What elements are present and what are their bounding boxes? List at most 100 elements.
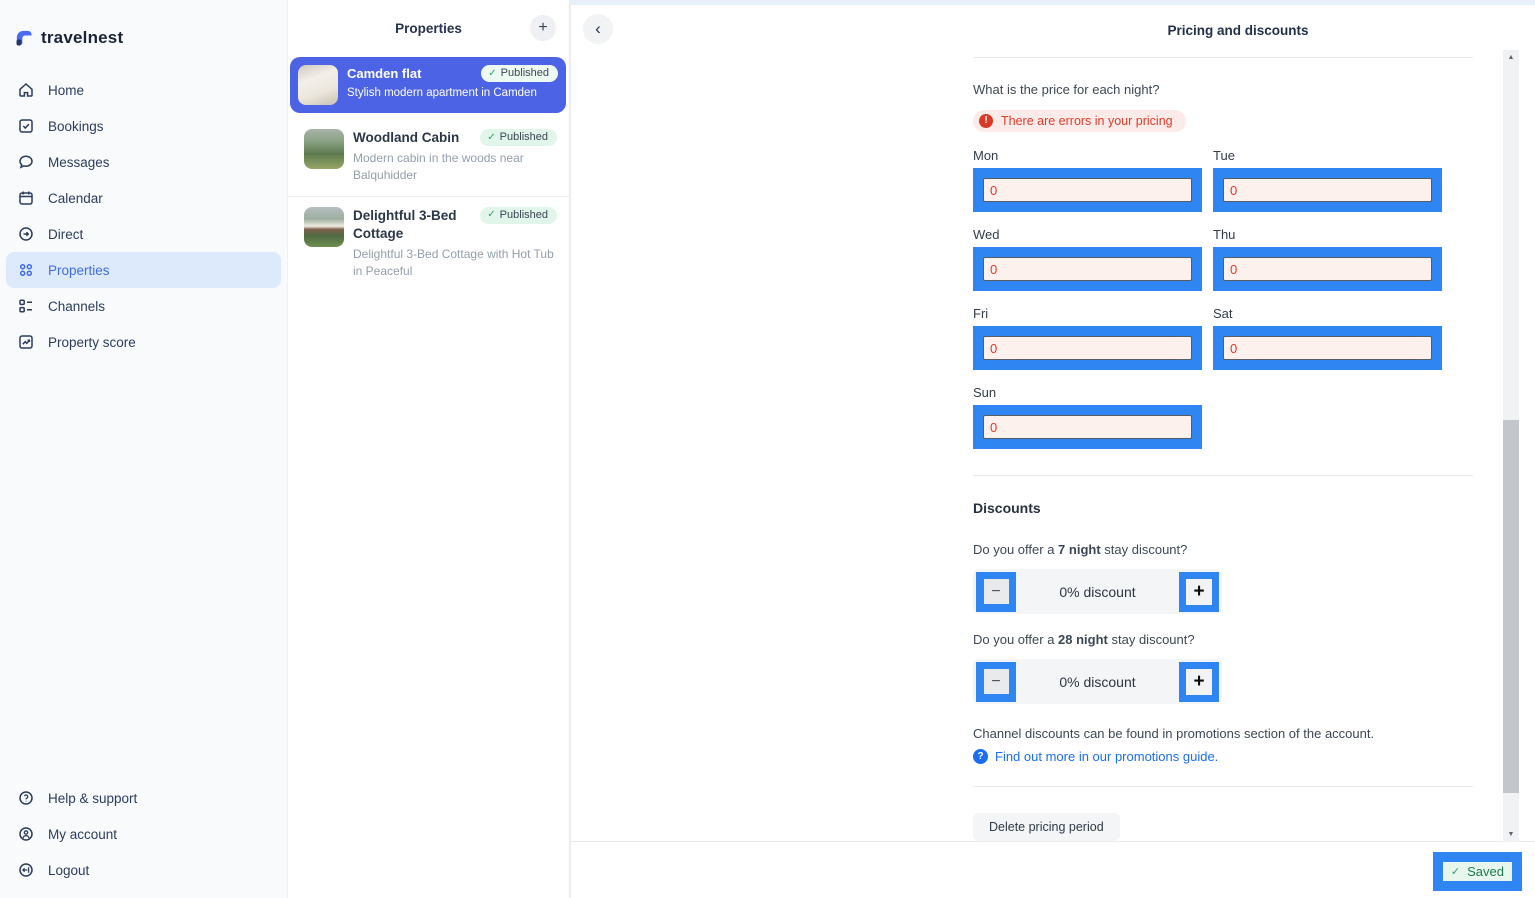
- check-icon: ✓: [1450, 866, 1461, 878]
- error-icon: !: [979, 114, 993, 128]
- promotions-guide-link[interactable]: Find out more in our promotions guide.: [995, 749, 1219, 764]
- properties-icon: [19, 263, 33, 277]
- price-input-mon[interactable]: [983, 178, 1192, 202]
- property-description: Stylish modern apartment in Camden: [347, 86, 537, 99]
- highlight-box: [973, 405, 1202, 449]
- seven-night-discount-value: 0% discount: [1059, 583, 1136, 600]
- property-description: Delightful 3-Bed Cottage with Hot Tub in…: [353, 247, 554, 279]
- saved-label: Saved: [1467, 864, 1504, 879]
- sidebar-item-channels[interactable]: Channels: [6, 288, 281, 324]
- properties-panel-header: Properties +: [288, 0, 569, 56]
- help-icon: [19, 791, 33, 805]
- day-field-thu: Thu: [1213, 227, 1442, 291]
- sidebar-item-label: Properties: [48, 262, 110, 278]
- highlight-box: [1213, 326, 1442, 370]
- channel-discounts-note: Channel discounts can be found in promot…: [973, 726, 1375, 741]
- price-input-thu[interactable]: [1223, 257, 1432, 281]
- brand-name: travelnest: [41, 28, 124, 47]
- vertical-scrollbar[interactable]: ▲ ▼: [1503, 50, 1519, 842]
- highlight-box: +: [1179, 661, 1219, 702]
- sidebar-item-my-account[interactable]: My account: [6, 816, 281, 852]
- price-input-wed[interactable]: [983, 257, 1192, 281]
- highlight-box: ✓ Saved: [1432, 852, 1522, 891]
- pricing-error-banner: ! There are errors in your pricing: [973, 110, 1186, 132]
- property-card-woodland-cabin[interactable]: Woodland Cabin ✓ Published Modern cabin i…: [288, 119, 569, 197]
- published-badge: ✓ Published: [480, 129, 557, 146]
- sidebar-item-properties[interactable]: Properties: [6, 252, 281, 288]
- bookings-icon: [19, 119, 33, 133]
- highlight-box: −: [976, 661, 1016, 702]
- footer-divider: [571, 841, 1535, 842]
- price-input-fri[interactable]: [983, 336, 1192, 360]
- messages-icon: [19, 155, 33, 169]
- header-divider: [973, 57, 1473, 58]
- saved-status-badge[interactable]: ✓ Saved: [1442, 862, 1512, 881]
- section-divider: [973, 475, 1473, 476]
- promotions-guide-row: ? Find out more in our promotions guide.: [973, 749, 1473, 764]
- day-field-sun: Sun: [973, 385, 1202, 449]
- top-strip: [571, 0, 1535, 5]
- day-field-wed: Wed: [973, 227, 1202, 291]
- day-label: Wed: [973, 227, 1000, 242]
- sidebar-item-label: Help & support: [48, 790, 138, 806]
- sidebar-item-label: Logout: [48, 862, 90, 878]
- day-label: Sun: [973, 385, 997, 400]
- sidebar-item-home[interactable]: Home: [6, 72, 281, 108]
- scroll-up-arrow-icon[interactable]: ▲: [1507, 54, 1515, 61]
- sidebar-item-direct[interactable]: Direct: [6, 216, 281, 252]
- channels-icon: [19, 299, 32, 313]
- scroll-down-arrow-icon[interactable]: ▼: [1507, 831, 1515, 838]
- sidebar-footer: Help & support My account Logout: [0, 780, 287, 888]
- published-badge: ✓ Published: [481, 65, 558, 82]
- sidebar-item-label: Direct: [48, 226, 84, 242]
- property-name: Woodland Cabin: [353, 130, 460, 145]
- home-icon: [19, 82, 33, 97]
- back-button[interactable]: ‹: [583, 14, 613, 44]
- sidebar-item-messages[interactable]: Messages: [6, 144, 281, 180]
- decrease-twentyeight-night-discount-button[interactable]: −: [983, 669, 1009, 694]
- day-label: Mon: [973, 148, 999, 163]
- help-circle-icon: ?: [973, 749, 988, 764]
- highlight-box: [973, 247, 1202, 291]
- price-question: What is the price for each night?: [973, 82, 1160, 97]
- highlight-box: [973, 326, 1202, 370]
- add-property-button[interactable]: +: [530, 15, 556, 41]
- logout-icon: [19, 863, 33, 877]
- direct-icon: [19, 227, 33, 241]
- form-bottom-divider: [973, 786, 1473, 787]
- pricing-main-panel: ‹ Pricing and discounts What is the pric…: [570, 0, 1535, 898]
- scrollbar-thumb[interactable]: [1503, 420, 1519, 793]
- price-input-tue[interactable]: [1223, 178, 1432, 202]
- day-field-mon: Mon: [973, 148, 1202, 212]
- highlight-box: [973, 168, 1202, 212]
- discounts-heading: Discounts: [973, 500, 1041, 516]
- error-message: There are errors in your pricing: [1001, 114, 1173, 128]
- decrease-seven-night-discount-button[interactable]: −: [983, 579, 1009, 604]
- day-field-sat: Sat: [1213, 306, 1442, 370]
- property-card-delightful-cottage[interactable]: Delightful 3-Bed Cottage ✓ Published Deli…: [288, 197, 569, 292]
- sidebar-item-property-score[interactable]: Property score: [6, 324, 281, 360]
- price-input-sun[interactable]: [983, 415, 1192, 439]
- property-card-camden-flat[interactable]: Camden flat ✓ Published Stylish modern ap…: [290, 57, 566, 113]
- property-score-icon: [19, 335, 33, 349]
- property-name: Camden flat: [347, 66, 422, 81]
- property-thumbnail: [304, 129, 344, 169]
- increase-seven-night-discount-button[interactable]: +: [1186, 578, 1212, 605]
- published-badge: ✓ Published: [480, 206, 557, 224]
- property-thumbnail: [304, 206, 344, 247]
- price-input-sat[interactable]: [1223, 336, 1432, 360]
- sidebar-item-bookings[interactable]: Bookings: [6, 108, 281, 144]
- sidebar-item-label: Home: [48, 82, 85, 98]
- page-title: Pricing and discounts: [1167, 23, 1309, 38]
- highlight-box: −: [976, 571, 1016, 612]
- sidebar: travelnest Home Bookings Messages Calend…: [0, 0, 288, 898]
- check-icon: ✓: [487, 131, 496, 143]
- properties-panel-title: Properties: [395, 20, 462, 36]
- delete-pricing-period-button[interactable]: Delete pricing period: [973, 813, 1120, 841]
- sidebar-item-calendar[interactable]: Calendar: [6, 180, 281, 216]
- sidebar-item-logout[interactable]: Logout: [6, 852, 281, 888]
- sidebar-item-help-support[interactable]: Help & support: [6, 780, 281, 816]
- twentyeight-night-question: Do you offer a 28 night stay discount?: [973, 632, 1195, 647]
- increase-twentyeight-night-discount-button[interactable]: +: [1186, 668, 1212, 695]
